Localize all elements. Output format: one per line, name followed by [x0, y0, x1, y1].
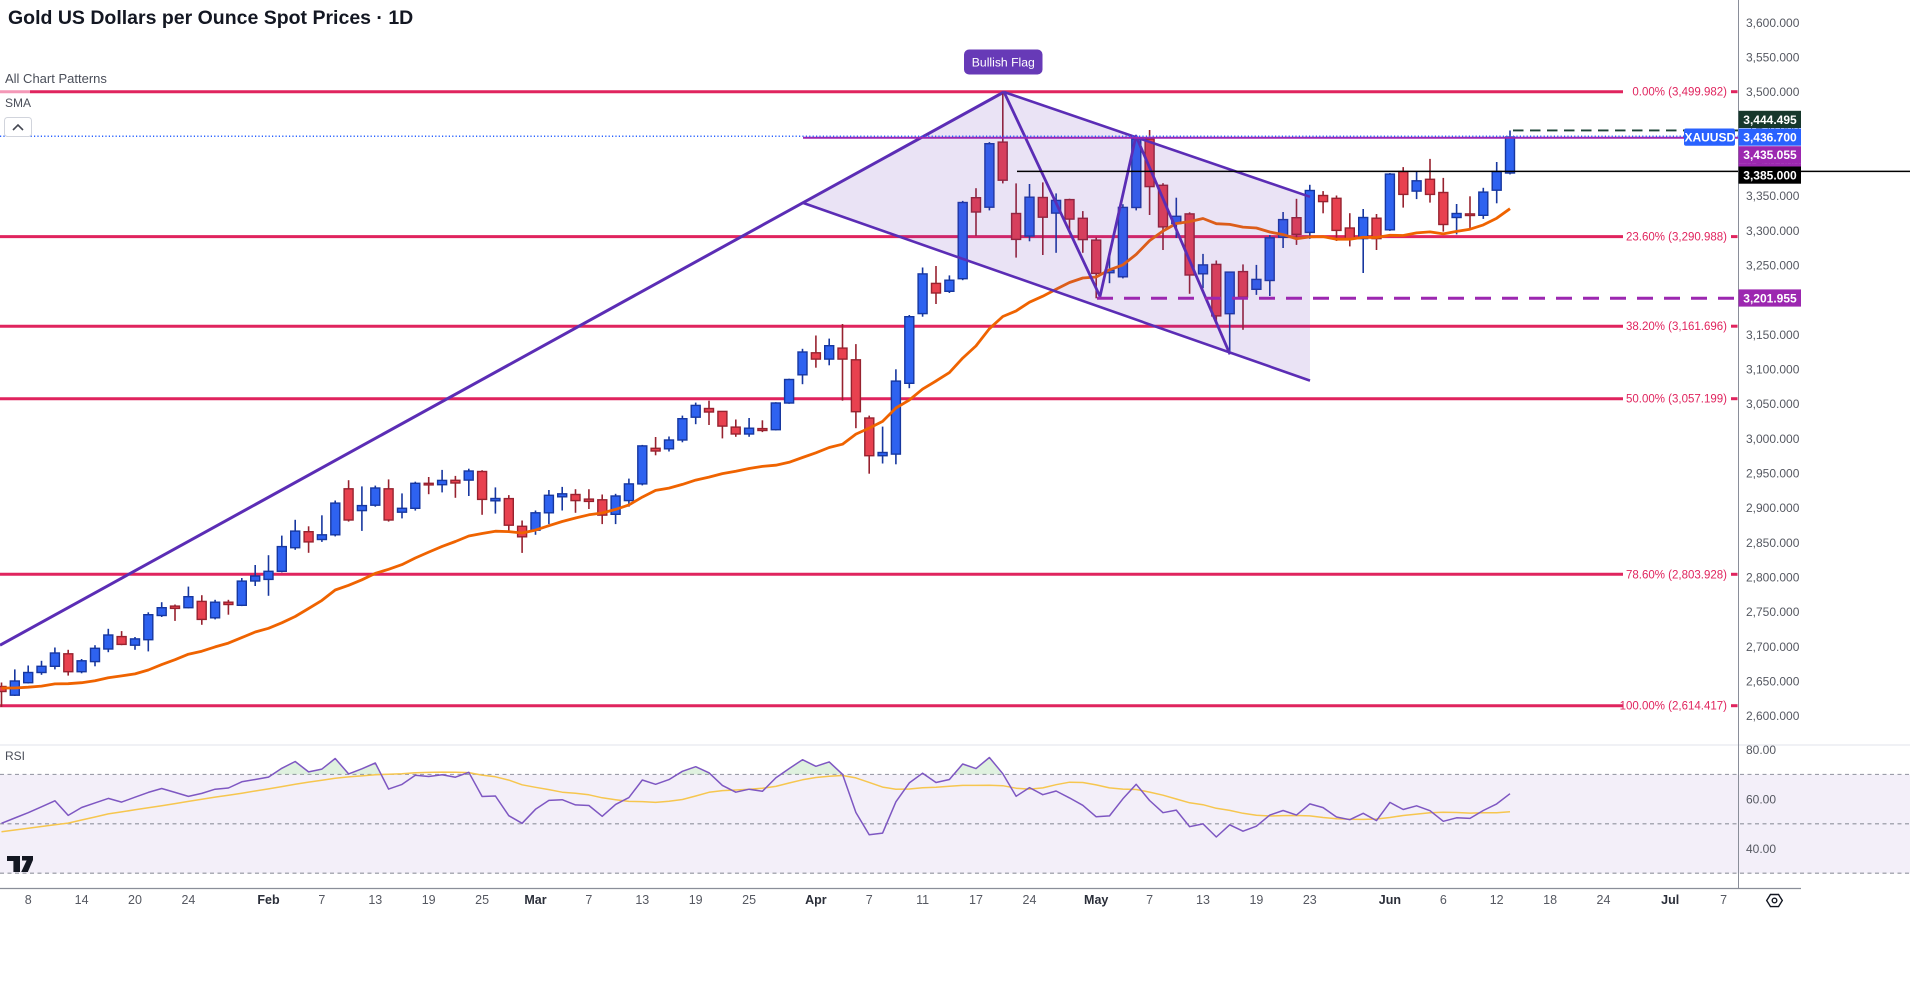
svg-text:2,750.000: 2,750.000: [1746, 605, 1800, 619]
svg-text:19: 19: [422, 893, 436, 907]
svg-text:XAUUSD: XAUUSD: [1684, 131, 1735, 145]
svg-text:3,000.000: 3,000.000: [1746, 432, 1800, 446]
svg-text:6: 6: [1440, 893, 1447, 907]
svg-text:17: 17: [969, 893, 983, 907]
svg-text:14: 14: [75, 893, 89, 907]
svg-text:19: 19: [1249, 893, 1263, 907]
svg-text:3,250.000: 3,250.000: [1746, 259, 1800, 273]
svg-text:24: 24: [1023, 893, 1037, 907]
svg-text:12: 12: [1490, 893, 1504, 907]
svg-text:7: 7: [866, 893, 873, 907]
svg-text:2,900.000: 2,900.000: [1746, 501, 1800, 515]
svg-text:24: 24: [1597, 893, 1611, 907]
svg-text:25: 25: [742, 893, 756, 907]
svg-text:2,950.000: 2,950.000: [1746, 467, 1800, 481]
svg-text:Jul: Jul: [1661, 893, 1679, 907]
svg-text:RSI: RSI: [5, 749, 25, 763]
svg-text:40.00: 40.00: [1746, 842, 1776, 856]
svg-text:2,650.000: 2,650.000: [1746, 675, 1800, 689]
svg-text:13: 13: [368, 893, 382, 907]
svg-text:2,800.000: 2,800.000: [1746, 571, 1800, 585]
svg-text:Mar: Mar: [524, 893, 546, 907]
svg-text:2,600.000: 2,600.000: [1746, 709, 1800, 723]
svg-text:3,600.000: 3,600.000: [1746, 16, 1800, 30]
svg-text:Bullish Flag: Bullish Flag: [972, 55, 1035, 69]
svg-text:18: 18: [1543, 893, 1557, 907]
svg-text:3,444.495: 3,444.495: [1743, 113, 1797, 127]
svg-text:23.60% (3,290.988): 23.60% (3,290.988): [1626, 232, 1727, 244]
svg-text:All Chart Patterns: All Chart Patterns: [5, 71, 107, 86]
svg-text:7: 7: [1720, 893, 1727, 907]
svg-text:3,435.055: 3,435.055: [1743, 148, 1797, 162]
svg-text:3,550.000: 3,550.000: [1746, 51, 1800, 65]
svg-text:Apr: Apr: [805, 893, 827, 907]
svg-text:3,100.000: 3,100.000: [1746, 363, 1800, 377]
svg-text:24: 24: [181, 893, 195, 907]
svg-text:0.00% (3,499.982): 0.00% (3,499.982): [1632, 87, 1727, 99]
svg-text:3,150.000: 3,150.000: [1746, 328, 1800, 342]
svg-text:23: 23: [1303, 893, 1317, 907]
svg-text:13: 13: [1196, 893, 1210, 907]
svg-text:13: 13: [635, 893, 649, 907]
svg-text:2,850.000: 2,850.000: [1746, 536, 1800, 550]
svg-text:3,436.700: 3,436.700: [1743, 131, 1797, 145]
svg-text:Feb: Feb: [257, 893, 280, 907]
svg-text:May: May: [1084, 893, 1108, 907]
svg-text:78.60% (2,803.928): 78.60% (2,803.928): [1626, 569, 1727, 581]
svg-text:50.00% (3,057.199): 50.00% (3,057.199): [1626, 394, 1727, 406]
svg-text:20: 20: [128, 893, 142, 907]
svg-text:100.00% (2,614.417): 100.00% (2,614.417): [1620, 701, 1728, 713]
svg-text:3,201.955: 3,201.955: [1743, 291, 1797, 305]
svg-text:25: 25: [475, 893, 489, 907]
svg-text:7: 7: [318, 893, 325, 907]
svg-text:3,500.000: 3,500.000: [1746, 85, 1800, 99]
svg-text:38.20% (3,161.696): 38.20% (3,161.696): [1626, 321, 1727, 333]
svg-text:3,300.000: 3,300.000: [1746, 224, 1800, 238]
svg-text:7: 7: [1146, 893, 1153, 907]
svg-text:Gold US Dollars per Ounce Spot: Gold US Dollars per Ounce Spot Prices · …: [8, 7, 413, 29]
svg-text:3,385.000: 3,385.000: [1743, 169, 1797, 183]
svg-text:80.00: 80.00: [1746, 743, 1776, 757]
svg-text:3,050.000: 3,050.000: [1746, 397, 1800, 411]
svg-text:2,700.000: 2,700.000: [1746, 640, 1800, 654]
svg-text:19: 19: [689, 893, 703, 907]
svg-text:Jun: Jun: [1379, 893, 1401, 907]
svg-text:8: 8: [25, 893, 32, 907]
svg-text:60.00: 60.00: [1746, 793, 1776, 807]
svg-text:7: 7: [585, 893, 592, 907]
svg-text:11: 11: [916, 893, 929, 907]
svg-text:3,350.000: 3,350.000: [1746, 189, 1800, 203]
svg-text:SMA: SMA: [5, 96, 31, 110]
